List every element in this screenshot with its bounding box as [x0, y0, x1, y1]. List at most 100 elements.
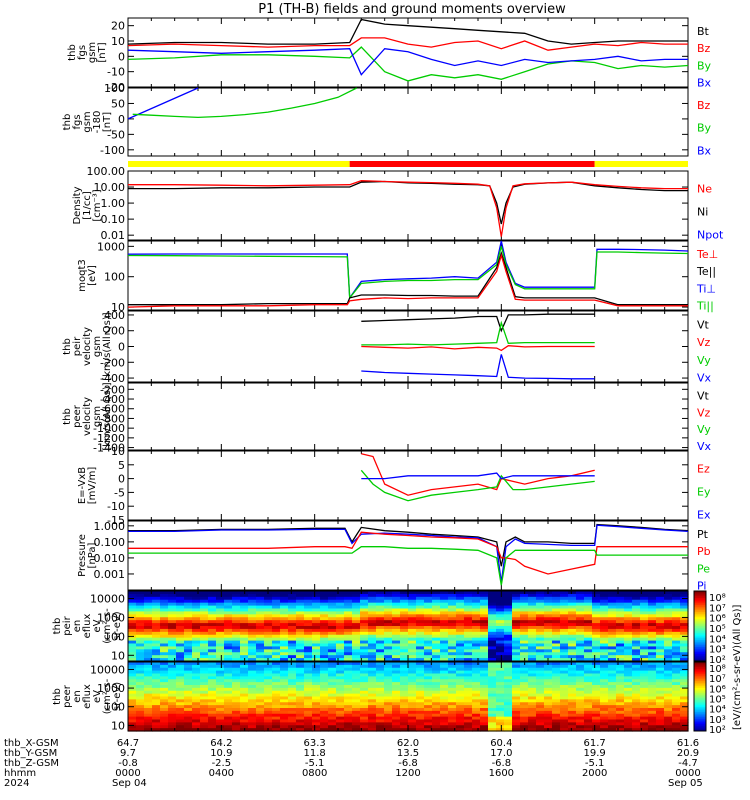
- spectrogram-cell: [656, 637, 665, 642]
- spectrogram-cell: [216, 667, 225, 672]
- spectrogram-cell: [424, 593, 433, 598]
- spectrogram-cell: [336, 687, 345, 692]
- spectrogram-cell: [168, 722, 177, 726]
- spectrogram-cell: [672, 685, 681, 689]
- spectrogram-cell: [280, 655, 289, 659]
- spectrogram-cell: [264, 605, 273, 610]
- spectrogram-cell: [448, 658, 457, 662]
- spectrogram-cell: [200, 725, 209, 729]
- spectrogram-cell: [648, 640, 657, 645]
- spectrogram-cell: [240, 679, 249, 683]
- spectrogram-cell: [648, 667, 657, 672]
- spectrogram-cell: [680, 655, 689, 659]
- spectrogram-cell: [336, 662, 345, 666]
- y-tick-label: 0.100: [94, 536, 126, 549]
- spectrogram-cell: [160, 628, 169, 633]
- spectrogram-cell: [392, 614, 401, 618]
- spectrogram-cell: [640, 728, 649, 732]
- spectrogram-cell: [440, 591, 449, 595]
- y-axis-label: Pressure: [77, 534, 88, 577]
- spectrogram-cell: [304, 620, 313, 624]
- spectrogram-cell: [320, 696, 329, 700]
- spectrogram-cell: [432, 705, 441, 709]
- spectrogram-cell: [576, 708, 585, 712]
- y-axis-label: sr-eV): [112, 682, 123, 711]
- spectrogram-cells: [128, 591, 689, 662]
- spectrogram-cell: [376, 602, 385, 607]
- spectrogram-cell: [392, 728, 401, 732]
- spectrogram-cell: [352, 602, 361, 607]
- spectrogram-cell: [656, 614, 665, 618]
- spectrogram-cell: [368, 685, 377, 689]
- spectrogram-cell: [592, 611, 601, 615]
- spectrogram-cell: [456, 716, 465, 721]
- spectrogram-cell: [504, 710, 513, 715]
- spectrogram-cell: [176, 719, 185, 723]
- spectrogram-cell: [368, 722, 377, 726]
- spectrogram-cell: [672, 699, 681, 703]
- spectrogram-cell: [504, 599, 513, 604]
- spectrogram-cell: [456, 702, 465, 706]
- spectrogram-cell: [448, 664, 457, 669]
- spectrogram-cell: [664, 658, 673, 662]
- spectrogram-cell: [184, 599, 193, 604]
- spectrogram-cell: [576, 676, 585, 680]
- spectrogram-cell: [280, 602, 289, 607]
- spectrogram-cell: [232, 602, 241, 607]
- spectrogram-cell: [536, 658, 545, 662]
- spectrogram-cell: [192, 664, 201, 669]
- spectrogram-cell: [640, 617, 649, 621]
- legend-item: Ne: [697, 182, 712, 195]
- spectrogram-cell: [424, 614, 433, 618]
- spectrogram-cell: [600, 649, 609, 653]
- spectrogram-cell: [512, 628, 521, 633]
- spectrogram-cell: [360, 728, 369, 732]
- spectrogram-cell: [328, 685, 337, 689]
- spectrogram-cell: [408, 640, 417, 645]
- spectrogram-cell: [128, 599, 137, 604]
- spectrogram-cell: [136, 705, 145, 709]
- spectrogram-cell: [344, 658, 353, 662]
- spectrogram-cell: [432, 596, 441, 601]
- spectrogram-cell: [168, 719, 177, 723]
- spectrogram-cell: [480, 608, 489, 613]
- spectrogram-cell: [352, 634, 361, 639]
- spectrogram-cell: [168, 685, 177, 689]
- spectrogram-cell: [184, 673, 193, 677]
- spectrogram-cell: [472, 646, 481, 650]
- spectrogram-cell: [272, 728, 281, 732]
- spectrogram-cell: [176, 664, 185, 669]
- spectrogram-cell: [464, 667, 473, 672]
- spectrogram-cell: [184, 591, 193, 595]
- spectrogram-cell: [192, 658, 201, 662]
- spectrogram-cell: [480, 682, 489, 686]
- spectrogram-cell: [528, 679, 537, 683]
- spectrogram-cell: [144, 705, 153, 709]
- spectrogram-cell: [232, 664, 241, 669]
- spectrogram-cell: [216, 614, 225, 618]
- spectrogram-cell: [680, 658, 689, 662]
- spectrogram-cell: [408, 643, 417, 648]
- spectrogram-cell: [232, 626, 241, 630]
- spectrogram-cell: [136, 599, 145, 604]
- spectrogram-cell: [424, 626, 433, 630]
- spectrogram-cell: [472, 593, 481, 598]
- spectrogram-cell: [304, 699, 313, 703]
- spectrogram-cell: [616, 640, 625, 645]
- spectrogram-cell: [640, 637, 649, 642]
- colorbar-cell: [694, 633, 706, 636]
- spectrogram-cell: [624, 662, 633, 666]
- spectrogram-cell: [336, 725, 345, 729]
- spectrogram-cell: [184, 716, 193, 721]
- spectrogram-cell: [352, 614, 361, 618]
- spectrogram-cell: [576, 628, 585, 633]
- spectrogram-cell: [624, 628, 633, 633]
- spectrogram-cell: [296, 602, 305, 607]
- spectrogram-cell: [664, 649, 673, 653]
- spectrogram-cell: [400, 608, 409, 613]
- spectrogram-cell: [600, 676, 609, 680]
- y-tick-label: 1.00: [101, 197, 126, 210]
- spectrogram-cell: [360, 655, 369, 659]
- spectrogram-cell: [432, 599, 441, 604]
